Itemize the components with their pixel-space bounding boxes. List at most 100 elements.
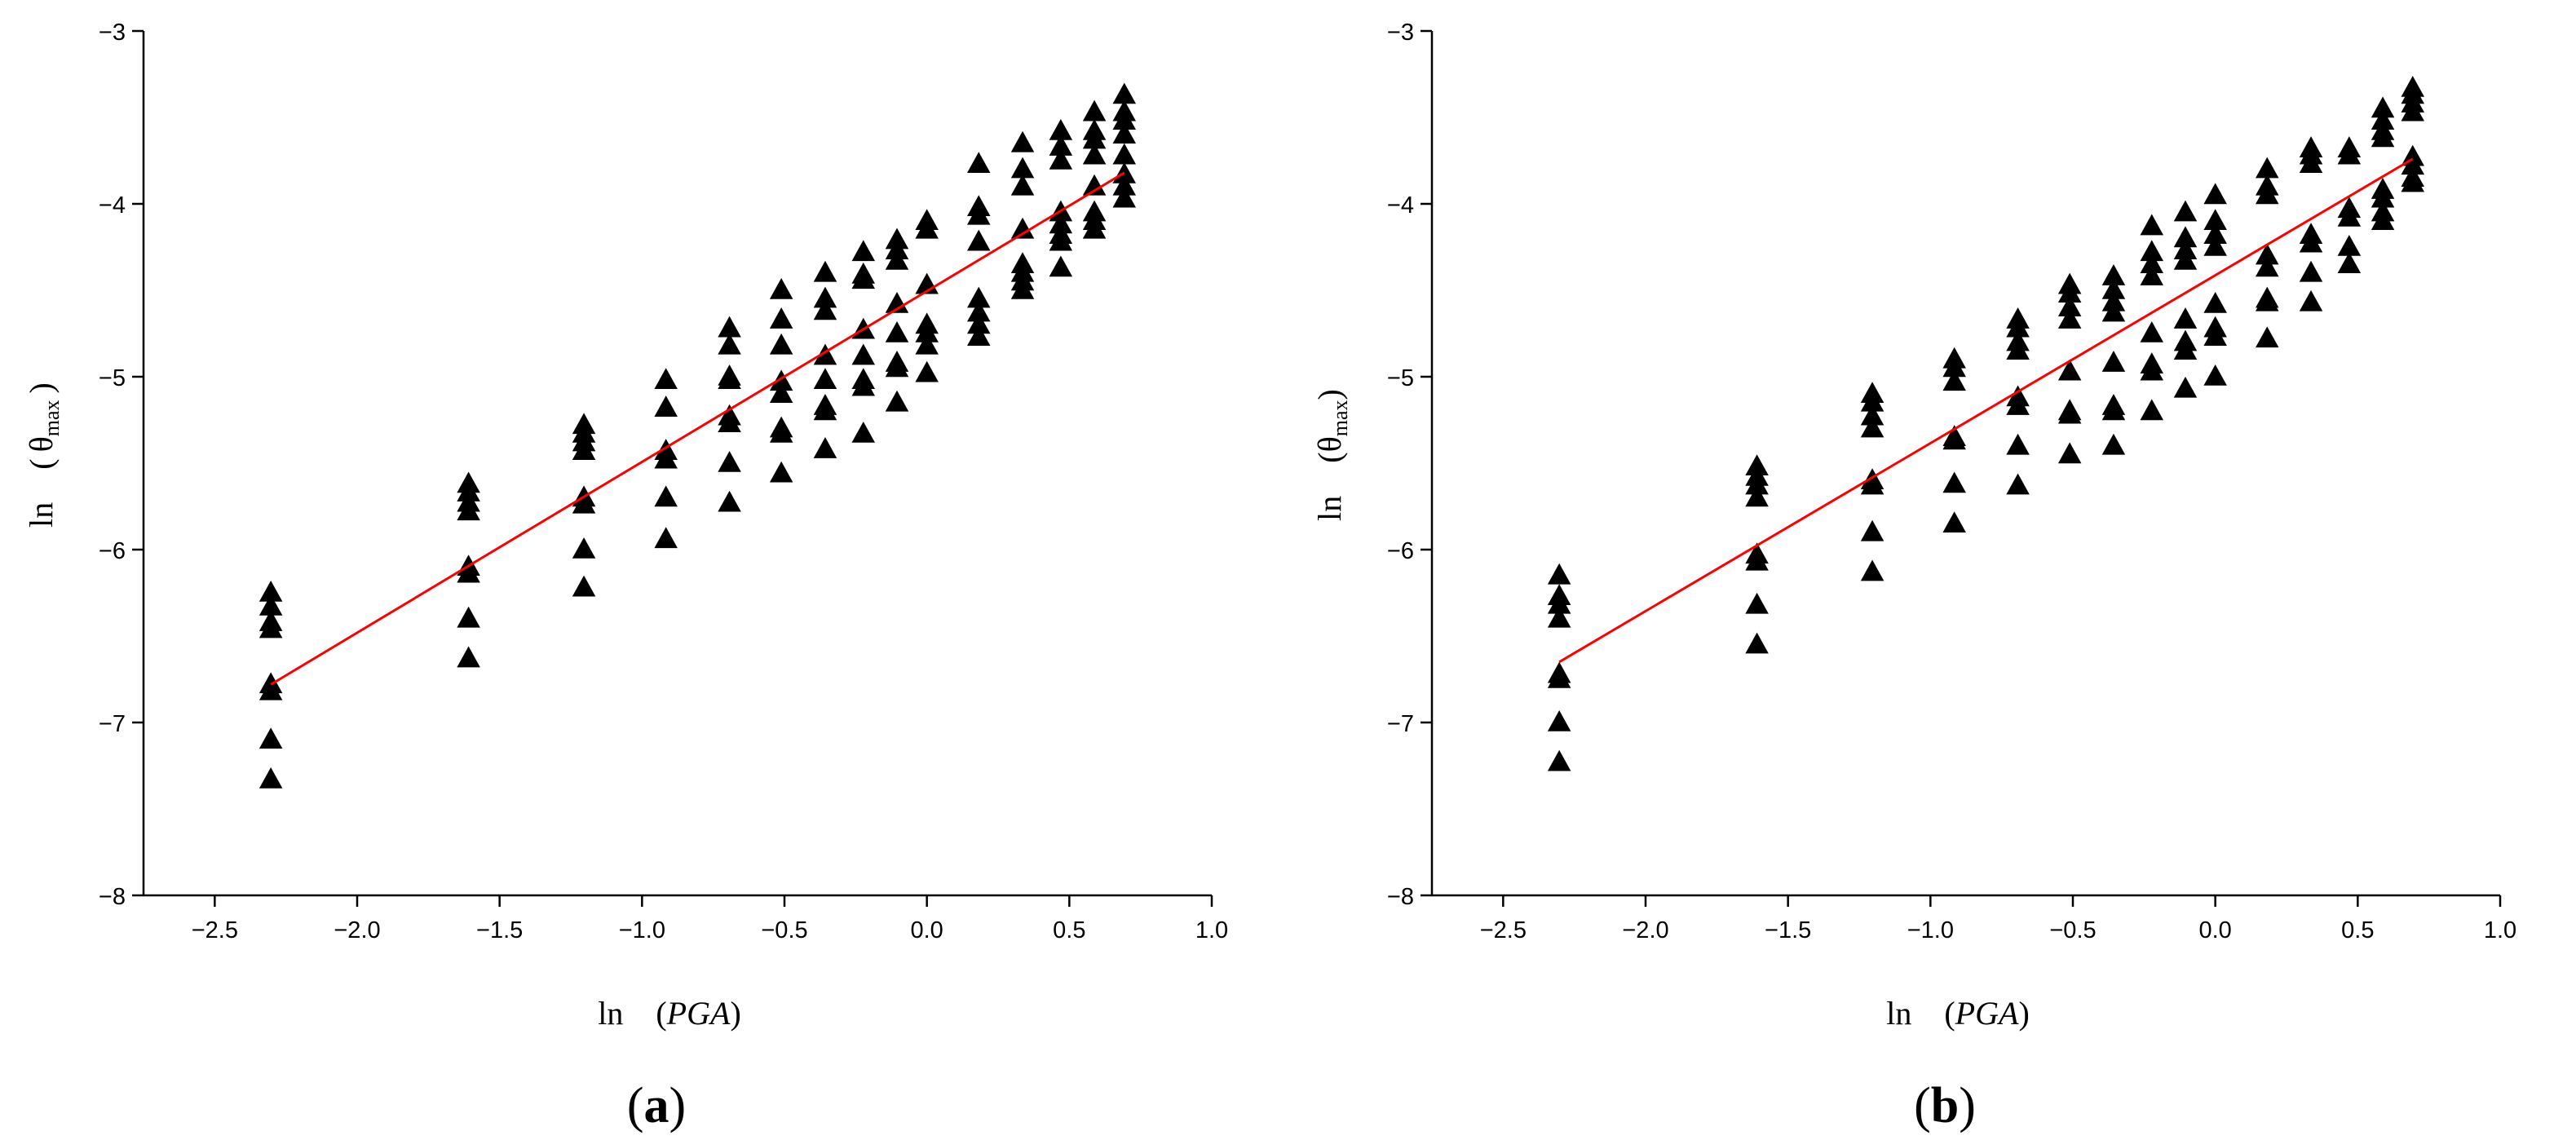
data-point [1010,130,1035,152]
x-axis-title-suffix: ) [730,995,740,1032]
data-point [2101,264,2126,285]
data-point [572,492,596,514]
x-axis-title-var: PGA [666,995,731,1032]
data-point [2006,338,2030,360]
y-tick-label: −4 [1387,192,1414,219]
data-point [2299,289,2323,312]
data-point [1942,369,1966,391]
y-tick-label: −6 [99,538,126,564]
y-axis-title-sub: max [1328,400,1352,436]
data-point [718,451,741,472]
panel-label-close: ) [1959,1078,1976,1133]
data-point [2173,248,2198,270]
data-point [851,267,876,289]
data-point [851,240,876,262]
data-point [2203,235,2227,256]
data-point [2371,186,2395,208]
regression-line [270,171,1125,686]
data-point [2401,99,2425,122]
panel-label: (b) [1914,1078,1976,1133]
data-point [572,537,596,559]
y-axis-title-prefix: ln (θ [1311,436,1348,521]
y-axis-title-sub: max [40,400,64,436]
x-tick-label: 1.0 [1195,917,1228,943]
y-tick-label: −6 [1387,538,1414,564]
y-tick-label: −8 [1387,884,1414,910]
data-point [2101,278,2126,299]
data-point [2299,260,2323,282]
data-point [1860,519,1885,541]
data-point [457,646,480,668]
data-point [1547,667,1571,688]
data-point [2101,399,2126,421]
y-axis-title: ln ( θmax ) [23,382,64,528]
data-point [885,321,909,342]
panel-label: (a) [627,1078,686,1133]
x-tick-label: −2.0 [334,917,380,943]
y-tick-label: −7 [1387,711,1414,737]
data-point [1860,559,1885,581]
data-point [457,561,480,583]
data-point [2140,214,2164,236]
y-tick-label: −7 [99,711,126,737]
data-point [654,527,678,549]
data-point [966,203,991,225]
data-point [966,152,991,174]
data-point [572,439,596,460]
data-point [258,616,283,638]
x-axis-title: ln (PGA) [598,995,741,1032]
y-axis-title-prefix: ln ( θ [23,436,60,528]
data-point [2371,209,2395,230]
y-axis-title: ln (θmax) [1311,389,1352,521]
x-tick-label: 0.5 [1053,917,1085,943]
data-point [915,321,939,342]
data-point [2203,365,2227,386]
data-point [2057,281,2082,303]
data-point [1860,416,1885,438]
data-point [2140,252,2164,273]
data-point [2140,399,2164,421]
data-point [885,248,909,270]
data-point [2140,240,2164,262]
regression-line [1558,157,2414,664]
data-point [1745,592,1769,614]
data-point [2401,170,2425,192]
data-point [2337,205,2362,227]
data-point [1049,229,1073,251]
panel-label-letter: b [1931,1078,1959,1133]
y-tick-label: −5 [99,365,126,391]
data-point [1112,143,1137,165]
data-point [1942,356,1966,378]
data-point [2057,307,2082,329]
chart-panel-b: −2.5 −2.0 −1.5 −1.0 −0.5 0.0 0.5 1.0 −8 −7 −6 −5 −4 −… [1288,0,2576,1140]
data-point [1082,127,1107,149]
data-point [2173,376,2198,398]
data-point [258,594,283,616]
data-point [1010,174,1035,196]
data-point [1082,174,1107,196]
data-point [769,461,793,483]
x-tick-label: −2.5 [192,917,238,943]
data-point [813,368,837,390]
x-axis-title-prefix: ln ( [598,995,666,1032]
data-point [2371,126,2395,148]
panel-label-open: ( [1914,1078,1931,1133]
data-point [1049,135,1073,156]
data-point [966,312,991,334]
x-tick-label: −1.0 [619,917,665,943]
data-point [2401,153,2425,175]
y-axis-title-suffix: ) [1311,389,1348,400]
data-point [654,447,678,469]
x-axis-title-prefix: ln ( [1886,995,1955,1032]
data-point [851,421,876,443]
data-point [572,575,596,597]
data-point [1049,148,1073,170]
data-point [2203,209,2227,230]
data-point [813,399,837,421]
data-point [1010,157,1035,179]
x-axis-title-suffix: ) [2018,995,2029,1032]
data-point [2255,326,2279,348]
data-point [1860,390,1885,412]
data-point [2173,200,2198,222]
data-point [813,343,837,365]
